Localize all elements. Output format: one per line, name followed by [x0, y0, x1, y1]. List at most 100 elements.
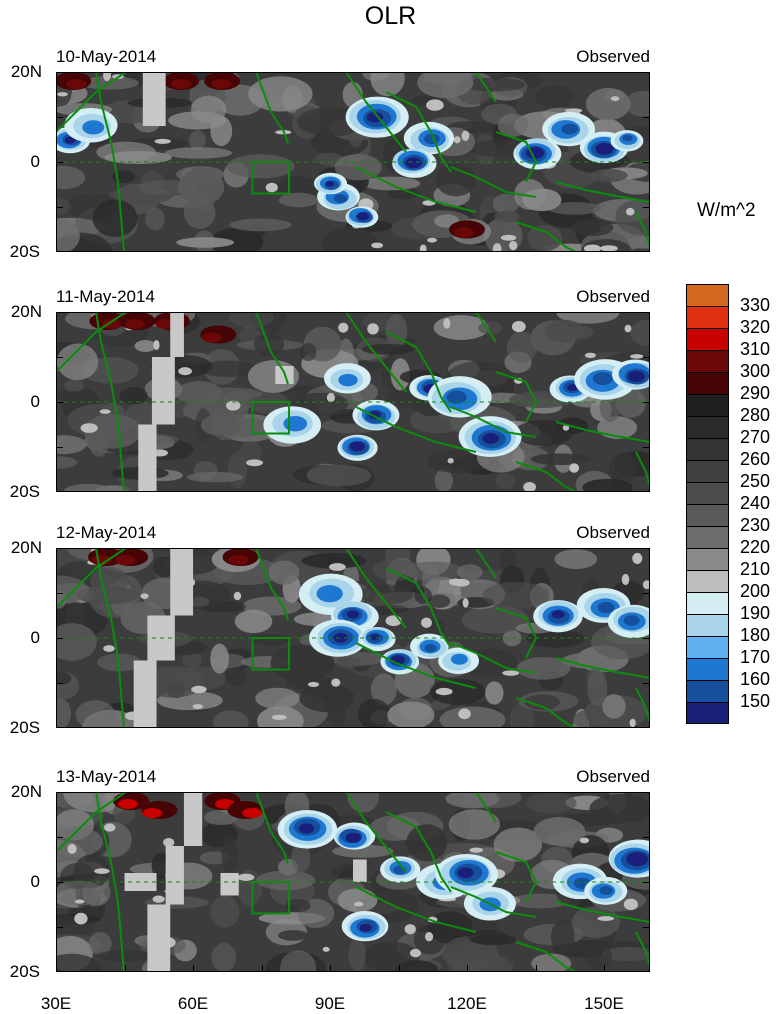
- coastline: [355, 642, 477, 689]
- olr-grey-blob: [590, 169, 628, 182]
- olr-light-speck: [94, 868, 110, 874]
- olr-light-speck: [371, 242, 384, 249]
- olr-grey-blob: [615, 199, 650, 235]
- olr-grey-blob: [445, 792, 500, 809]
- region-box: [251, 881, 291, 915]
- lat-label: 0: [30, 392, 40, 411]
- axis-tick: [643, 251, 650, 252]
- coastline: [95, 72, 125, 252]
- olr-light-speck: [511, 321, 526, 333]
- olr-convective-region: [450, 653, 468, 665]
- olr-convective-region: [333, 194, 348, 203]
- coastline: [475, 312, 497, 343]
- colorbar-swatch: [686, 438, 729, 460]
- olr-convective-region: [351, 442, 361, 449]
- coastline: [555, 657, 650, 679]
- coastline: [355, 886, 477, 933]
- lat-label: 0: [30, 152, 40, 171]
- olr-grey-blob: [239, 440, 262, 465]
- coastline: [345, 72, 407, 153]
- olr-light-speck: [367, 323, 379, 335]
- olr-contour-field: [56, 792, 650, 972]
- olr-light-speck: [461, 130, 470, 142]
- olr-convective-region: [346, 610, 360, 619]
- axis-tick: [56, 548, 63, 549]
- olr-light-speck: [597, 916, 615, 922]
- axis-tick: [643, 162, 650, 163]
- olr-light-speck: [103, 645, 115, 652]
- olr-grey-blob: [211, 942, 237, 972]
- olr-grey-blob: [545, 319, 585, 343]
- olr-grey-blob: [524, 694, 561, 710]
- panel-date: 12-May-2014: [56, 523, 157, 542]
- olr-grey-blob: [321, 227, 380, 252]
- olr-grey-blob: [448, 809, 501, 840]
- missing-data-strip: [170, 312, 184, 357]
- olr-light-speck: [192, 704, 204, 710]
- colorbar-level-label: 180: [740, 625, 771, 645]
- olr-grey-blob: [299, 683, 355, 713]
- colorbar-level-label: 220: [740, 537, 771, 557]
- coastline: [635, 931, 650, 968]
- colorbar-level-label: 230: [740, 515, 771, 535]
- olr-light-speck: [338, 322, 349, 333]
- coastline: [450, 886, 537, 918]
- colorbar-swatch: [686, 614, 729, 636]
- olr-grey-blob: [300, 343, 317, 362]
- olr-contour-field: [56, 72, 650, 252]
- plot-title: OLR: [364, 2, 417, 30]
- olr-grey-blob: [92, 199, 138, 237]
- olr-convective-region: [457, 867, 474, 879]
- coastline: [495, 371, 538, 423]
- olr-grey-blob: [212, 710, 249, 728]
- olr-convective-region: [346, 834, 356, 841]
- olr-light-speck: [630, 354, 644, 359]
- olr-light-speck: [425, 931, 434, 942]
- axis-tick: [643, 117, 650, 118]
- axis-tick: [56, 402, 63, 403]
- olr-convective-region: [338, 373, 358, 387]
- olr-convective-region: [551, 610, 565, 619]
- olr-grey-blob: [547, 202, 602, 215]
- olr-grey-blob: [533, 816, 586, 846]
- colorbar-level-label: 210: [740, 559, 771, 579]
- olr-light-speck: [625, 207, 635, 216]
- olr-convective-region: [599, 145, 611, 153]
- olr-convective-region: [599, 886, 613, 895]
- olr-light-speck: [153, 340, 160, 351]
- lat-label: 20N: [10, 538, 42, 557]
- axis-tick: [467, 965, 469, 972]
- olr-grey-blob: [527, 225, 563, 252]
- coastline: [95, 792, 125, 972]
- region-box: [251, 637, 291, 671]
- olr-grey-blob: [369, 815, 422, 841]
- olr-grey-blob: [56, 435, 87, 455]
- coastline: [385, 331, 452, 413]
- coastline: [385, 567, 452, 649]
- olr-grey-blob: [499, 548, 517, 571]
- units-label: W/m^2: [697, 200, 756, 221]
- axis-tick: [643, 593, 650, 594]
- colorbar-swatch: [686, 482, 729, 504]
- coastline: [555, 421, 650, 443]
- colorbar: [686, 284, 729, 724]
- olr-grey-blob: [76, 585, 139, 605]
- olr-grey-blob: [335, 656, 362, 669]
- olr-light-speck: [583, 244, 601, 252]
- olr-convective-region: [369, 634, 380, 641]
- lon-label: 90E: [314, 994, 346, 1013]
- coastline: [255, 792, 289, 865]
- olr-light-speck: [421, 617, 432, 628]
- missing-data-strip: [147, 904, 171, 972]
- missing-data-strip: [124, 873, 157, 891]
- olr-high-region: [125, 319, 146, 329]
- olr-light-speck: [103, 72, 111, 82]
- olr-grey-blob: [177, 168, 225, 206]
- olr-grey-blob: [572, 709, 609, 728]
- olr-high-region: [201, 332, 222, 343]
- map-panel-3: 12-May-2014 Observed: [56, 523, 650, 728]
- olr-grey-blob: [145, 207, 165, 231]
- olr-grey-blob: [406, 824, 448, 862]
- olr-grey-blob: [485, 681, 504, 705]
- axis-tick: [56, 965, 57, 972]
